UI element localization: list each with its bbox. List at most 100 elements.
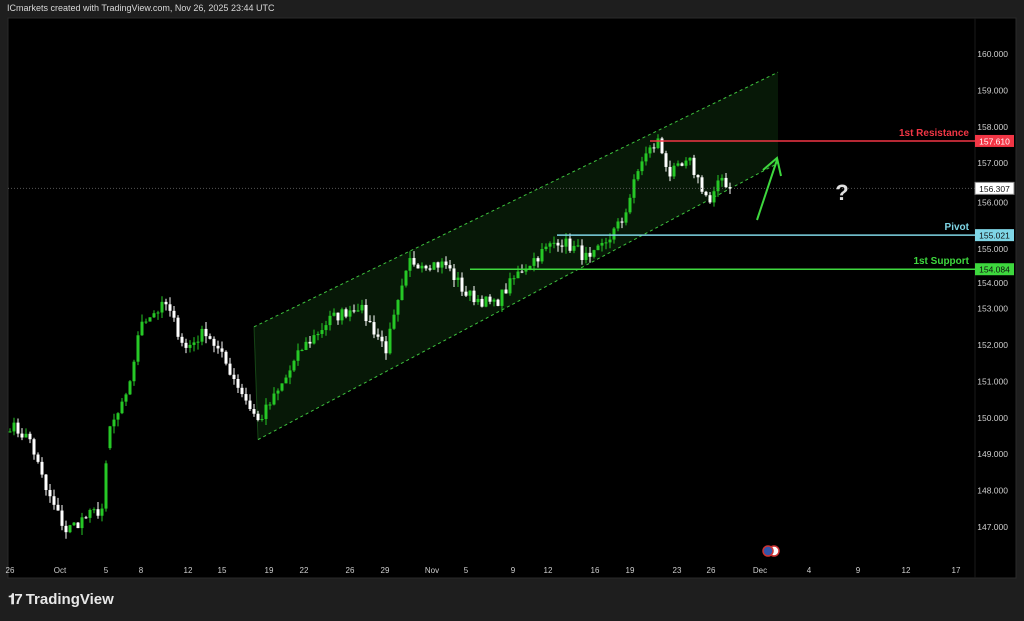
y-tick-label: 152.000 xyxy=(977,340,1008,350)
candle-body xyxy=(244,394,248,401)
candle xyxy=(116,412,120,427)
candle-body xyxy=(536,258,540,262)
candle xyxy=(160,296,164,319)
candle xyxy=(68,524,72,534)
candle-body xyxy=(500,289,504,306)
candle xyxy=(56,497,60,511)
candle xyxy=(216,340,220,354)
candle-body xyxy=(124,394,128,402)
candle xyxy=(416,263,420,269)
channel-left-edge xyxy=(253,326,259,440)
tradingview-logo[interactable]: 𝟏7 TradingView xyxy=(8,591,114,608)
candle-body xyxy=(264,404,268,420)
candle-body xyxy=(424,265,428,269)
candle-body xyxy=(288,370,292,378)
candle-body xyxy=(284,377,288,384)
us-flag-event-icon xyxy=(762,545,774,557)
candle xyxy=(276,388,280,401)
candle xyxy=(636,168,640,182)
candle xyxy=(108,425,112,450)
candle xyxy=(408,251,412,278)
candle xyxy=(596,244,600,251)
candle-body xyxy=(100,508,104,516)
candle-body xyxy=(140,321,144,336)
candle xyxy=(476,294,480,305)
candle xyxy=(428,264,432,272)
up-arrow-head-icon xyxy=(762,156,782,177)
candle-body xyxy=(76,522,80,529)
candle xyxy=(304,337,308,351)
candle-body xyxy=(696,174,700,178)
candle-body xyxy=(12,422,16,432)
candle xyxy=(456,271,460,287)
candle xyxy=(656,134,660,150)
candle xyxy=(672,162,676,179)
candle xyxy=(40,457,44,478)
candle-body xyxy=(32,439,36,455)
x-tick-label: 9 xyxy=(511,566,516,575)
candle xyxy=(628,194,632,215)
x-tick-label: 12 xyxy=(544,566,553,575)
candle-body xyxy=(460,277,464,292)
candle xyxy=(496,298,500,307)
candle xyxy=(356,303,360,312)
candle-body xyxy=(416,264,420,269)
candle-body xyxy=(488,296,492,302)
candle xyxy=(248,394,252,411)
candle xyxy=(284,374,288,384)
candle-body xyxy=(440,261,444,268)
candle xyxy=(572,240,576,254)
candle xyxy=(696,174,700,184)
candle xyxy=(132,359,136,386)
candle xyxy=(668,160,672,182)
y-tick-label: 153.000 xyxy=(977,304,1008,314)
candle-body xyxy=(576,245,580,247)
candle-body xyxy=(220,348,224,352)
candle-body xyxy=(384,341,388,354)
candle xyxy=(392,309,396,330)
y-tick-label: 157.000 xyxy=(977,158,1008,168)
candle xyxy=(8,428,12,433)
candle-body xyxy=(256,413,260,420)
candle xyxy=(568,233,572,253)
y-tick-label: 147.000 xyxy=(977,522,1008,532)
candle-body xyxy=(112,419,116,427)
question-mark: ? xyxy=(835,180,848,205)
x-tick-label: 5 xyxy=(464,566,469,575)
y-tick-label: 156.000 xyxy=(977,197,1008,207)
candle-body xyxy=(680,163,684,166)
candle-body xyxy=(668,166,672,177)
x-tick-label: 19 xyxy=(265,566,274,575)
candle xyxy=(16,418,20,438)
x-tick-label: 8 xyxy=(139,566,144,575)
candle xyxy=(624,208,628,226)
candle-body xyxy=(80,517,84,529)
candle-body xyxy=(592,250,596,257)
candle-body xyxy=(644,153,648,162)
candle xyxy=(236,374,240,393)
candle xyxy=(308,335,312,348)
candle xyxy=(208,333,212,340)
candle xyxy=(544,243,548,252)
candle xyxy=(620,217,624,229)
y-tick-label: 158.000 xyxy=(977,122,1008,132)
candle xyxy=(412,251,416,267)
candle xyxy=(644,146,648,166)
candle xyxy=(240,383,244,398)
x-tick-label: 29 xyxy=(381,566,390,575)
candle xyxy=(488,294,492,305)
candle-body xyxy=(308,341,312,344)
candle-body xyxy=(448,265,452,269)
candle-body xyxy=(160,301,164,313)
candle xyxy=(128,379,132,395)
candle-body xyxy=(656,138,660,148)
candle-body xyxy=(616,221,620,229)
up-arrow-icon xyxy=(756,159,778,221)
candle-body xyxy=(704,191,708,196)
candle-body xyxy=(252,409,256,414)
candle-body xyxy=(664,153,668,167)
x-tick-label: 26 xyxy=(6,566,15,575)
candle-body xyxy=(396,300,400,315)
candle-body xyxy=(328,315,332,326)
